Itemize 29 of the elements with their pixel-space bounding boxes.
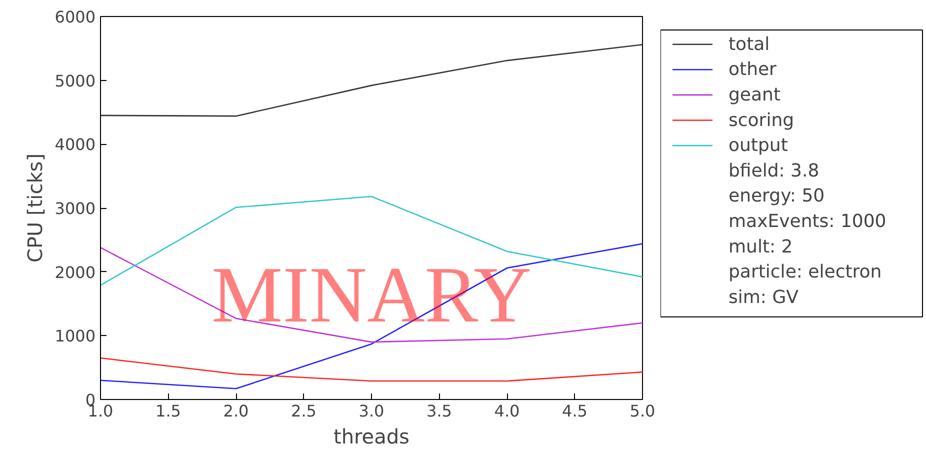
line-series (100, 357, 642, 382)
text: energy: 50 (728, 186, 825, 207)
y-tick-label: 6000 (54, 8, 96, 26)
y-tick-label: 1000 (54, 326, 96, 346)
y-tick-label: 5000 (54, 71, 96, 90)
text: sim: GV (728, 286, 800, 308)
legend-label: scoring (728, 110, 794, 131)
x-tick-label: 1.5 (156, 402, 181, 420)
x-tick-label: 4.0 (494, 402, 520, 420)
y-tick-label: 3000 (54, 199, 96, 218)
x-tick-label: 3.5 (426, 402, 452, 420)
y-axis-title: CPU [ticks] (22, 153, 47, 263)
legend-label: output (728, 135, 788, 156)
x-tick-label: 2.5 (291, 402, 316, 420)
x-axis-title: threads (334, 424, 410, 448)
x-tick-label: 4.5 (562, 402, 588, 420)
legend-label: geant (728, 84, 780, 106)
x-tick-label: 3.0 (358, 402, 384, 420)
y-tick-label: 2000 (54, 262, 96, 282)
text: maxEvents: 1000 (728, 211, 886, 232)
text: particle: electron (728, 262, 882, 283)
x-tick-label: 5.0 (630, 402, 656, 420)
legend-label: other (728, 59, 778, 80)
line-series (100, 44, 642, 117)
text: bfield: 3.8 (728, 160, 820, 182)
legend-label: total (728, 34, 770, 55)
y-tick-label: 4000 (54, 135, 96, 154)
text: mult: 2 (728, 236, 793, 258)
x-tick-label: 2.0 (223, 402, 249, 420)
